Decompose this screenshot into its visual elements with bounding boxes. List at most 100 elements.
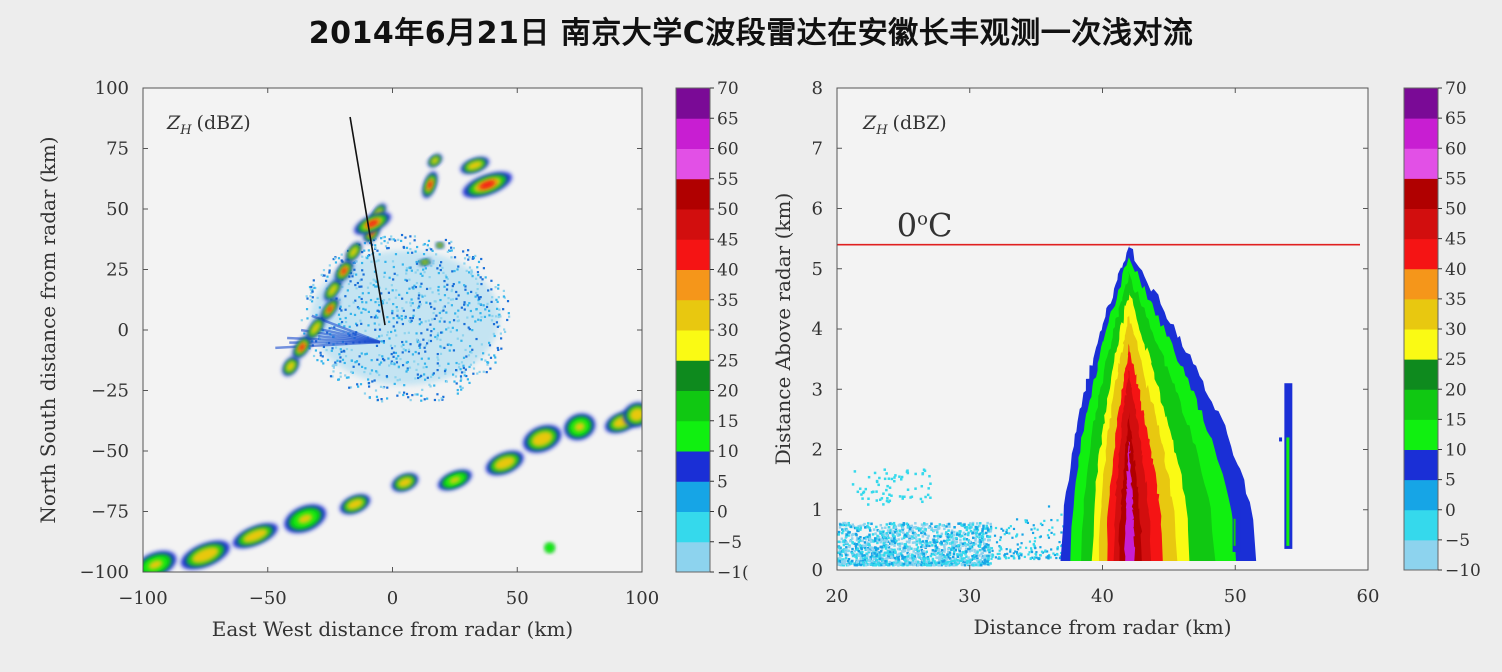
rhi-clear-air-speckle xyxy=(888,542,892,545)
ppi-speckle xyxy=(330,298,333,301)
ppi-speckle xyxy=(474,320,477,323)
ppi-speckle xyxy=(417,352,420,355)
rhi-clear-air-speckle xyxy=(927,526,931,529)
ppi-speckle xyxy=(416,340,419,344)
ppi-speckle xyxy=(381,357,385,361)
ppi-speckle xyxy=(382,339,386,343)
ppi-speckle xyxy=(439,268,442,272)
rhi-clear-air-speckle xyxy=(936,534,939,538)
rhi-clear-air-speckle xyxy=(929,496,932,499)
ppi-speckle xyxy=(359,383,363,386)
rhi-clear-air-speckle xyxy=(855,548,858,551)
rhi-clear-air-speckle xyxy=(901,563,904,566)
rhi-clear-air-speckle xyxy=(914,525,917,529)
ppi-speckle xyxy=(443,370,447,373)
ppi-speckle xyxy=(374,246,377,249)
ppi-speckle xyxy=(475,337,478,341)
rhi-clear-air-speckle xyxy=(939,541,942,545)
ppi-speckle xyxy=(416,245,419,249)
rhi-clear-air-speckle xyxy=(959,535,962,538)
rhi-clear-air-speckle xyxy=(970,525,974,529)
ppi-speckle xyxy=(411,302,414,305)
rhi-clear-air-speckle xyxy=(909,496,912,499)
ppi-speckle xyxy=(463,308,466,311)
rhi-clear-air-speckle xyxy=(990,547,994,550)
ppi-speckle xyxy=(339,356,342,359)
ppi-south-band-cell-layer xyxy=(148,560,163,570)
rhi-clear-air-speckle xyxy=(965,561,969,565)
ppi-speckle xyxy=(472,372,475,375)
ppi-speckle xyxy=(492,332,495,335)
rhi-clear-air-speckle xyxy=(914,563,918,567)
colorbar-tick-label: 50 xyxy=(717,200,739,220)
rhi-clear-air-speckle xyxy=(859,535,862,539)
rhi-clear-air-speckle xyxy=(866,541,870,544)
ppi-speckle xyxy=(482,352,485,355)
rhi-clear-air-speckle xyxy=(866,503,870,506)
ppi-speckle xyxy=(380,334,383,337)
rhi-clear-air-speckle xyxy=(947,529,950,532)
rhi-clear-air-speckle xyxy=(954,563,958,566)
ppi-speckle xyxy=(339,317,342,321)
ppi-speckle xyxy=(427,339,431,342)
rhi-clear-air-speckle xyxy=(910,524,914,528)
rhi-clear-air-speckle xyxy=(956,560,960,564)
ppi-speckle xyxy=(315,313,318,317)
ppi-speckle xyxy=(424,267,427,270)
ppi-speckle xyxy=(430,305,433,309)
ppi-speckle xyxy=(393,363,396,366)
rhi-clear-air-speckle xyxy=(897,558,900,561)
rhi-clear-air-speckle xyxy=(994,526,998,530)
rhi-clear-air-speckle xyxy=(1005,528,1008,531)
ppi-speckle xyxy=(378,286,381,289)
ppi-speckle xyxy=(421,274,424,277)
ppi-speckle xyxy=(355,273,358,276)
ppi-speckle xyxy=(502,295,505,298)
ppi-speckle xyxy=(367,324,370,327)
ppi-line-cell-layer xyxy=(349,246,359,258)
ppi-speckle xyxy=(418,300,421,304)
rhi-clear-air-speckle xyxy=(935,525,939,528)
rhi-clear-air-speckle xyxy=(982,542,986,546)
rhi-clear-air-speckle xyxy=(851,547,854,551)
rhi-clear-air-speckle xyxy=(998,557,1002,560)
ppi-speckle xyxy=(343,350,346,353)
rhi-clear-air-speckle xyxy=(869,540,873,543)
rhi-clear-air-speckle xyxy=(868,562,872,566)
rhi-clear-air-speckle xyxy=(969,559,972,562)
ppi-speckle xyxy=(439,298,442,302)
rhi-clear-air-speckle xyxy=(838,553,842,556)
ppi-speckle xyxy=(436,362,439,365)
ppi-speckle xyxy=(348,325,351,328)
ppi-speckle xyxy=(361,292,364,295)
rhi-clear-air-speckle xyxy=(928,563,932,567)
ppi-speckle xyxy=(348,275,351,278)
rhi-clear-air-speckle xyxy=(931,559,935,562)
ppi-speckle xyxy=(463,284,466,287)
ppi-speckle xyxy=(386,333,389,337)
rhi-clear-air-speckle xyxy=(1012,557,1016,560)
ppi-speckle xyxy=(508,315,511,318)
ppi-speckle xyxy=(463,301,466,304)
rhi-clear-air-speckle xyxy=(865,560,868,563)
rhi-clear-air-speckle xyxy=(907,525,910,528)
ppi-speckle xyxy=(406,251,410,254)
freezing-level-degree: o xyxy=(917,209,928,230)
rhi-clear-air-speckle xyxy=(879,545,883,549)
ppi-speckle xyxy=(402,343,405,346)
rhi-clear-air-speckle xyxy=(868,533,871,537)
ppi-speckle xyxy=(487,289,490,292)
rhi-clear-air-speckle xyxy=(968,527,971,530)
rhi-clear-air-speckle xyxy=(911,561,915,564)
ppi-speckle xyxy=(484,308,487,311)
rhi-clear-air-speckle xyxy=(874,532,877,535)
rhi-clear-air-speckle xyxy=(912,536,916,540)
rhi-clear-air-speckle xyxy=(872,528,876,531)
rhi-clear-air-speckle xyxy=(919,497,923,501)
ppi-speckle xyxy=(457,265,460,268)
rhi-clear-air-speckle xyxy=(946,533,950,536)
ppi-speckle xyxy=(432,311,435,315)
rhi-clear-air-speckle xyxy=(872,555,875,559)
